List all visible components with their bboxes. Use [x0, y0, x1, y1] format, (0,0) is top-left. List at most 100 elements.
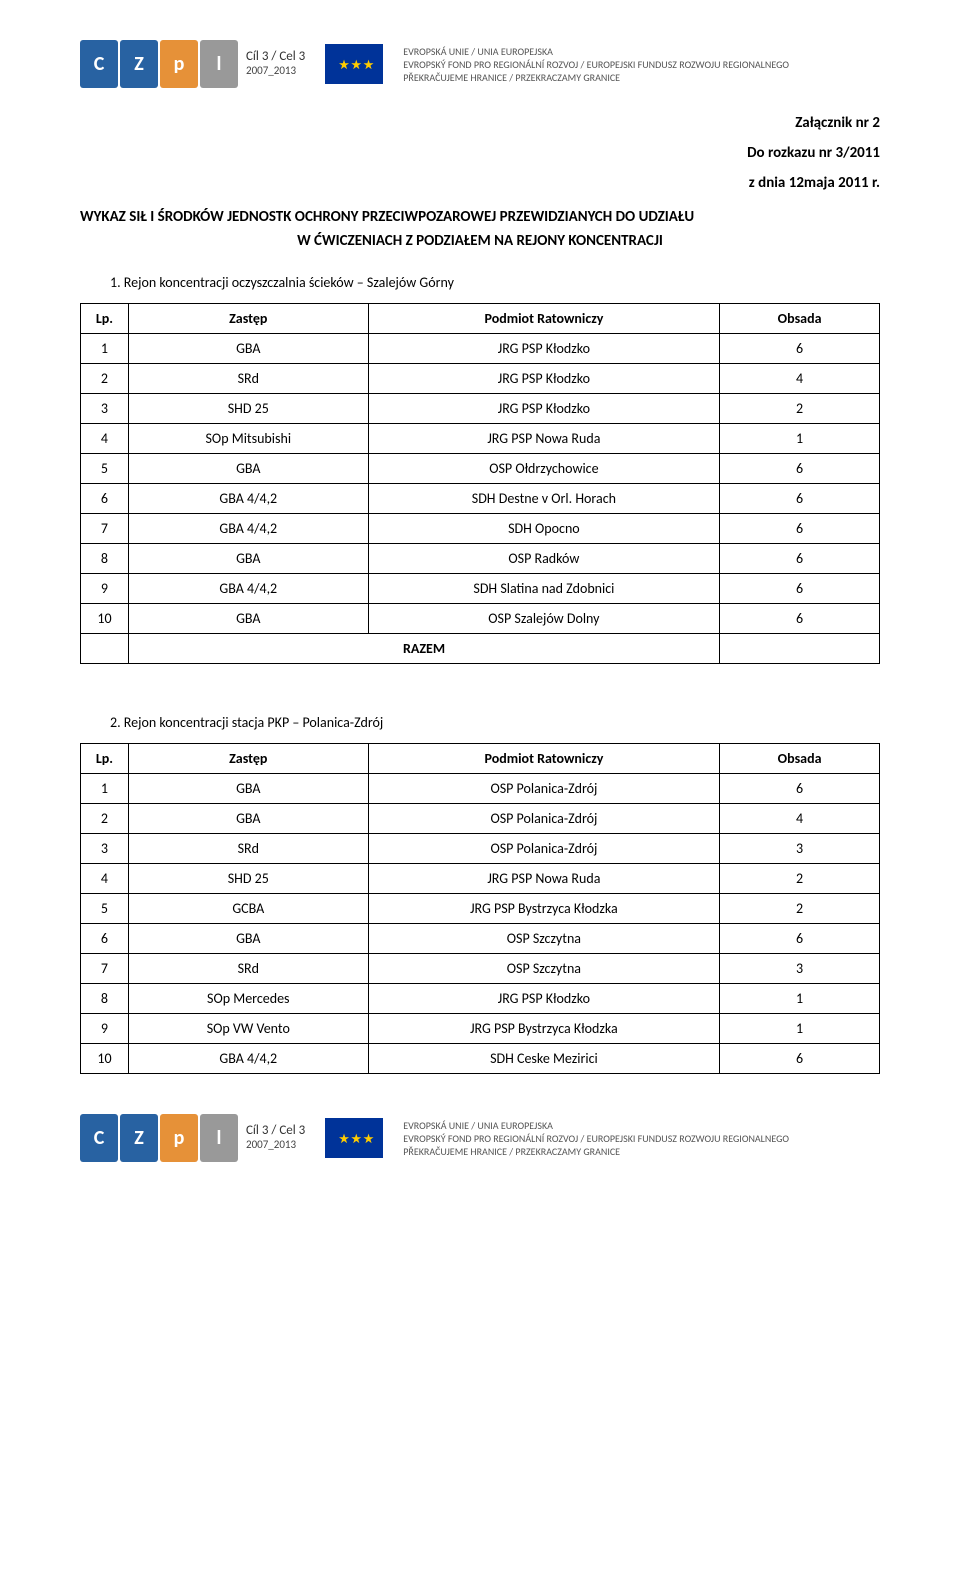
cell-p: SDH Opocno	[368, 514, 720, 544]
cell-lp: 8	[81, 544, 129, 574]
cell-o: 6	[720, 454, 880, 484]
eu-flag-icon: ⋆⋆⋆	[325, 44, 383, 84]
table-row: 8SOp MercedesJRG PSP Kłodzko1	[81, 984, 880, 1014]
table-row: 6GBA 4/4,2SDH Destne v Orl. Horach6	[81, 484, 880, 514]
table-row: 1GBAOSP Polanica-Zdrój6	[81, 774, 880, 804]
logo-years-label: 2007_2013	[246, 64, 296, 77]
cell-o: 6	[720, 484, 880, 514]
razem-value	[720, 634, 880, 664]
cell-z: GBA	[128, 454, 368, 484]
cell-z: GBA	[128, 804, 368, 834]
logo-program-label: Cíl 3 / Cel 3	[246, 49, 305, 64]
table-section1: Lp. Zastęp Podmiot Ratowniczy Obsada 1GB…	[80, 303, 880, 664]
cell-z: GBA	[128, 774, 368, 804]
cell-lp: 7	[81, 954, 129, 984]
table-header-row: Lp. Zastęp Podmiot Ratowniczy Obsada	[81, 744, 880, 774]
cell-lp: 9	[81, 574, 129, 604]
razem-empty	[81, 634, 129, 664]
cell-o: 6	[720, 544, 880, 574]
cell-z: GBA 4/4,2	[128, 514, 368, 544]
th-podmiot: Podmiot Ratowniczy	[368, 744, 720, 774]
table-row: 2SRdJRG PSP Kłodzko4	[81, 364, 880, 394]
title-line2: W ĆWICZENIACH Z PODZIAŁEM NA REJONY KONC…	[80, 232, 880, 250]
table-row: 6GBAOSP Szczytna6	[81, 924, 880, 954]
cell-o: 4	[720, 364, 880, 394]
cell-p: JRG PSP Bystrzyca Kłodzka	[368, 1014, 720, 1044]
cell-p: JRG PSP Bystrzyca Kłodzka	[368, 894, 720, 924]
eu-stars-icon: ⋆⋆⋆	[336, 1125, 373, 1151]
logo-letter: C	[80, 1114, 118, 1162]
cell-lp: 1	[81, 774, 129, 804]
date-label: z dnia 12maja 2011 r.	[80, 168, 880, 198]
cell-p: OSP Szczytna	[368, 924, 720, 954]
cell-lp: 1	[81, 334, 129, 364]
cell-p: OSP Szalejów Dolny	[368, 604, 720, 634]
cell-o: 6	[720, 1044, 880, 1074]
razem-row: RAZEM	[81, 634, 880, 664]
cell-p: JRG PSP Nowa Ruda	[368, 864, 720, 894]
logo-program-label: Cíl 3 / Cel 3	[246, 1123, 305, 1138]
title-line1: WYKAZ SIŁ I ŚRODKÓW JEDNOSTK OCHRONY PRZ…	[80, 208, 694, 226]
table-row: 3SRdOSP Polanica-Zdrój3	[81, 834, 880, 864]
cell-lp: 9	[81, 1014, 129, 1044]
cell-p: SDH Destne v Orl. Horach	[368, 484, 720, 514]
cell-lp: 6	[81, 484, 129, 514]
table-row: 3SHD 25JRG PSP Kłodzko2	[81, 394, 880, 424]
program-logo: C Z p l Cíl 3 / Cel 3 2007_2013	[80, 1114, 305, 1162]
logo-letter: Z	[120, 40, 158, 88]
th-lp: Lp.	[81, 744, 129, 774]
cell-lp: 10	[81, 604, 129, 634]
cell-lp: 4	[81, 424, 129, 454]
logo-side-text: Cíl 3 / Cel 3 2007_2013	[246, 1124, 305, 1153]
eu-line2: EVROPSKÝ FOND PRO REGIONÁLNÍ ROZVOJ / EU…	[403, 58, 789, 71]
logo-years-label: 2007_2013	[246, 1138, 296, 1151]
cell-z: GBA	[128, 334, 368, 364]
cell-z: SRd	[128, 954, 368, 984]
th-zastep: Zastęp	[128, 304, 368, 334]
cell-z: GBA 4/4,2	[128, 574, 368, 604]
th-obsada: Obsada	[720, 304, 880, 334]
table-row: 7GBA 4/4,2SDH Opocno6	[81, 514, 880, 544]
header-banner: C Z p l Cíl 3 / Cel 3 2007_2013 ⋆⋆⋆ EVRO…	[80, 40, 880, 88]
cell-z: SOp Mercedes	[128, 984, 368, 1014]
eu-line3: PŘEKRAČUJEME HRANICE / PRZEKRACZAMY GRAN…	[403, 71, 789, 84]
table-row: 10GBAOSP Szalejów Dolny6	[81, 604, 880, 634]
logo-letter: p	[160, 1114, 198, 1162]
cell-o: 2	[720, 864, 880, 894]
cell-lp: 6	[81, 924, 129, 954]
table-row: 4SOp MitsubishiJRG PSP Nowa Ruda1	[81, 424, 880, 454]
cell-o: 2	[720, 894, 880, 924]
cell-o: 3	[720, 834, 880, 864]
logo-side-text: Cíl 3 / Cel 3 2007_2013	[246, 50, 305, 79]
cell-p: JRG PSP Kłodzko	[368, 364, 720, 394]
table-row: 5GCBAJRG PSP Bystrzyca Kłodzka2	[81, 894, 880, 924]
cell-o: 6	[720, 514, 880, 544]
program-logo: C Z p l Cíl 3 / Cel 3 2007_2013	[80, 40, 305, 88]
cell-z: GBA 4/4,2	[128, 484, 368, 514]
cell-p: SDH Slatina nad Zdobnici	[368, 574, 720, 604]
cell-z: SHD 25	[128, 394, 368, 424]
eu-text-block: EVROPSKÁ UNIE / UNIA EUROPEJSKA EVROPSKÝ…	[403, 1119, 789, 1158]
eu-line1: EVROPSKÁ UNIE / UNIA EUROPEJSKA	[403, 1119, 789, 1132]
table-row: 5GBAOSP Ołdrzychowice6	[81, 454, 880, 484]
cell-z: SRd	[128, 834, 368, 864]
cell-z: GBA	[128, 544, 368, 574]
cell-o: 6	[720, 334, 880, 364]
cell-p: JRG PSP Kłodzko	[368, 334, 720, 364]
cell-lp: 3	[81, 394, 129, 424]
table-row: 9GBA 4/4,2SDH Slatina nad Zdobnici6	[81, 574, 880, 604]
cell-o: 3	[720, 954, 880, 984]
cell-p: OSP Polanica-Zdrój	[368, 804, 720, 834]
order-label: Do rozkazu nr 3/2011	[80, 138, 880, 168]
table-row: 4SHD 25JRG PSP Nowa Ruda2	[81, 864, 880, 894]
cell-p: SDH Ceske Mezirici	[368, 1044, 720, 1074]
eu-stars-icon: ⋆⋆⋆	[336, 51, 373, 77]
table-row: 1GBAJRG PSP Kłodzko6	[81, 334, 880, 364]
cell-z: GBA	[128, 604, 368, 634]
table-row: 10GBA 4/4,2SDH Ceske Mezirici6	[81, 1044, 880, 1074]
th-lp: Lp.	[81, 304, 129, 334]
table-row: 7SRdOSP Szczytna3	[81, 954, 880, 984]
th-obsada: Obsada	[720, 744, 880, 774]
table-section2: Lp. Zastęp Podmiot Ratowniczy Obsada 1GB…	[80, 743, 880, 1074]
cell-z: GBA	[128, 924, 368, 954]
